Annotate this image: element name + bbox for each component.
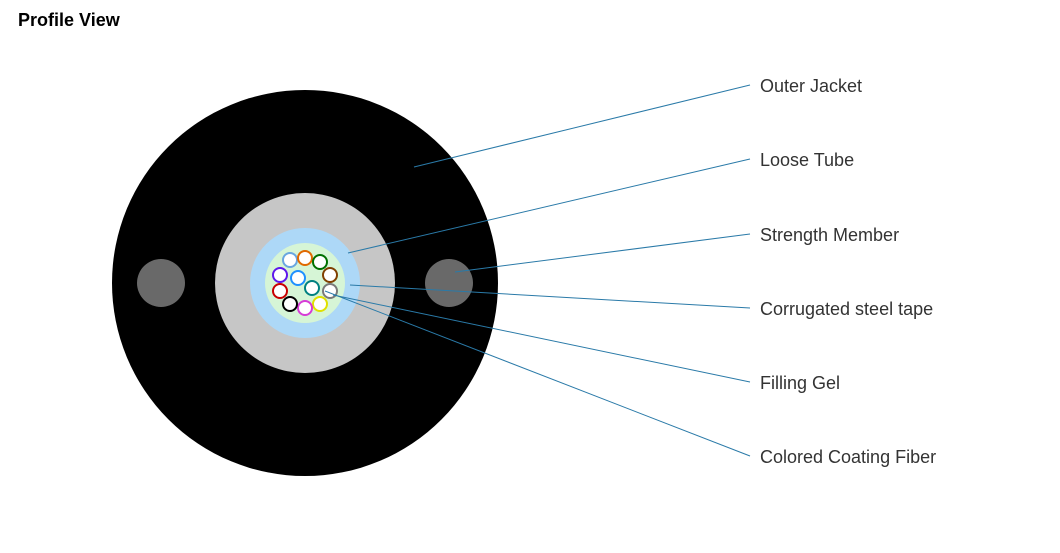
- colored-coating-fiber: [313, 255, 327, 269]
- component-label: Strength Member: [760, 225, 899, 246]
- colored-coating-fiber: [273, 284, 287, 298]
- colored-coating-fiber: [291, 271, 305, 285]
- colored-coating-fiber: [283, 253, 297, 267]
- leader-line: [414, 85, 750, 167]
- leader-line: [455, 234, 750, 272]
- colored-coating-fiber: [273, 268, 287, 282]
- strength-member: [137, 259, 185, 307]
- colored-coating-fiber: [323, 268, 337, 282]
- colored-coating-fiber: [313, 297, 327, 311]
- colored-coating-fiber: [305, 281, 319, 295]
- colored-coating-fiber: [298, 301, 312, 315]
- component-label: Corrugated steel tape: [760, 299, 933, 320]
- component-label: Loose Tube: [760, 150, 854, 171]
- component-label: Outer Jacket: [760, 76, 862, 97]
- colored-coating-fiber: [298, 251, 312, 265]
- colored-coating-fiber: [283, 297, 297, 311]
- component-label: Filling Gel: [760, 373, 840, 394]
- strength-member: [425, 259, 473, 307]
- component-label: Colored Coating Fiber: [760, 447, 936, 468]
- cable-diagram: [0, 0, 1060, 553]
